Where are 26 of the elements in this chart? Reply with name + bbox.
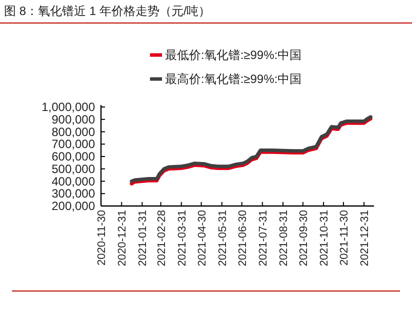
x-tick-label: 2021-10-31 [318,210,331,266]
chart-title: 图 8：氧化镨近 1 年价格走势（元/吨） [4,4,211,18]
x-tick-label: 2021-12-31 [359,210,372,266]
x-tick-label: 2021-09-30 [298,210,310,266]
x-tick-label: 2021-01-31 [137,210,150,266]
x-tick-label: 2020-11-30 [96,210,108,266]
y-tick-label: 500,000 [52,162,96,176]
y-tick-label: 600,000 [52,150,96,164]
legend-label: 最低价:氧化镨:≥99%:中国 [165,48,302,62]
y-tick-label: 400,000 [52,174,96,188]
y-tick-label: 200,000 [52,199,96,213]
x-tick-label: 2021-07-31 [257,210,270,266]
x-tick-label: 2021-11-30 [338,210,350,266]
legend-label: 最高价:氧化镨:≥99%:中国 [165,72,302,86]
x-tick-label: 2021-06-30 [236,210,249,266]
y-tick-label: 900,000 [52,112,96,126]
x-tick-label: 2021-04-30 [196,210,208,266]
y-tick-label: 300,000 [52,186,96,201]
y-tick-label: 700,000 [52,137,96,152]
y-tick-label: 1,000,000 [42,100,96,114]
x-tick-label: 2021-02-28 [156,210,168,266]
y-tick-label: 800,000 [52,124,96,139]
x-tick-label: 2021-08-31 [278,210,290,266]
x-tick-label: 2021-03-31 [176,210,188,266]
x-tick-label: 2021-05-31 [216,210,229,266]
x-tick-label: 2020-12-31 [116,210,129,266]
